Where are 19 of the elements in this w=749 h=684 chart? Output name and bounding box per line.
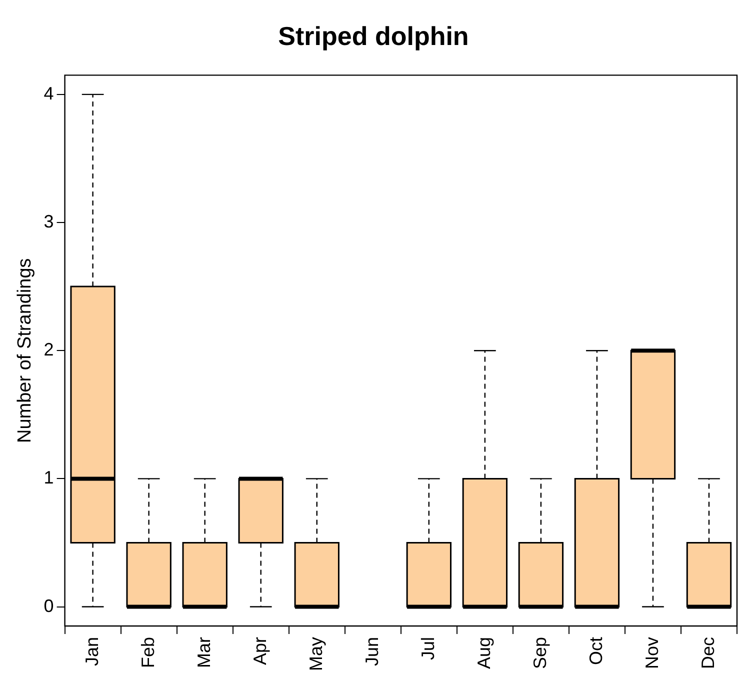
- x-tick-label: Oct: [586, 636, 606, 666]
- x-tick-label: Jan: [82, 636, 102, 666]
- y-tick-label: 3: [44, 211, 54, 232]
- x-tick-label: Dec: [698, 636, 718, 670]
- x-tick-label: Jul: [418, 636, 438, 660]
- y-tick-label: 1: [44, 468, 54, 488]
- x-tick-label: Sep: [530, 636, 550, 670]
- x-tick-label: Aug: [474, 636, 494, 670]
- chart-title: Striped dolphin: [278, 20, 469, 51]
- x-tick-label: Nov: [642, 636, 662, 670]
- x-tick-label: May: [306, 636, 326, 672]
- y-tick-label: 2: [44, 340, 54, 360]
- y-tick-label: 0: [44, 596, 54, 616]
- x-tick-label: Jun: [362, 636, 382, 666]
- x-tick-label: Mar: [194, 636, 214, 668]
- x-tick-label: Apr: [250, 636, 270, 666]
- y-tick-label: 4: [44, 83, 54, 104]
- y-axis-title: Number of Strandings: [14, 258, 36, 444]
- x-tick-label: Feb: [138, 636, 158, 668]
